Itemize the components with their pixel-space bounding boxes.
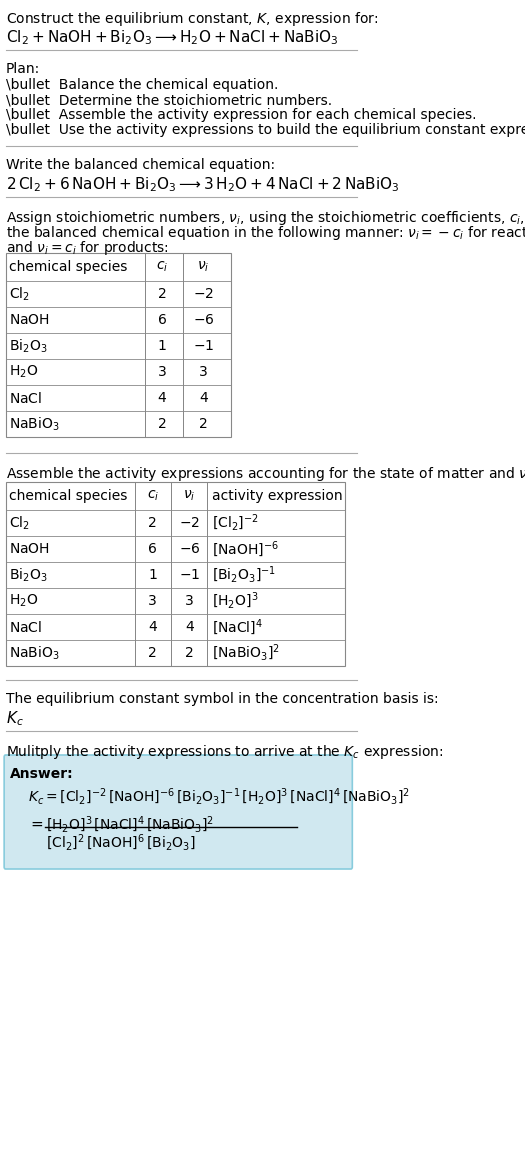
Text: 6: 6 (158, 313, 166, 327)
Text: $-1$: $-1$ (178, 568, 200, 582)
Text: $[\mathrm{H_2O}]^3$: $[\mathrm{H_2O}]^3$ (212, 590, 258, 611)
Text: Assemble the activity expressions accounting for the state of matter and $\nu_i$: Assemble the activity expressions accoun… (6, 465, 525, 483)
Text: activity expression: activity expression (212, 489, 343, 503)
Text: $K_c = [\mathrm{Cl_2}]^{-2}\,[\mathrm{NaOH}]^{-6}\,[\mathrm{Bi_2O_3}]^{-1}\,[\ma: $K_c = [\mathrm{Cl_2}]^{-2}\,[\mathrm{Na… (28, 787, 410, 808)
Text: $\mathrm{Cl_2 + NaOH + Bi_2O_3 \longrightarrow H_2O + NaCl + NaBiO_3}$: $\mathrm{Cl_2 + NaOH + Bi_2O_3 \longrigh… (6, 28, 338, 46)
Text: $c_i$: $c_i$ (156, 260, 168, 274)
Text: 3: 3 (199, 365, 208, 379)
Text: $K_c$: $K_c$ (6, 709, 23, 727)
Bar (6, 482, 345, 666)
Text: $[\mathrm{NaCl}]^4$: $[\mathrm{NaCl}]^4$ (212, 617, 263, 637)
Text: $=$: $=$ (28, 816, 44, 831)
Text: the balanced chemical equation in the following manner: $\nu_i = -c_i$ for react: the balanced chemical equation in the fo… (6, 224, 525, 242)
Text: Write the balanced chemical equation:: Write the balanced chemical equation: (6, 158, 275, 172)
Text: $\nu_i$: $\nu_i$ (183, 489, 195, 503)
Text: $\mathrm{NaCl}$: $\mathrm{NaCl}$ (9, 390, 42, 406)
Bar (6, 253, 232, 437)
Text: 2: 2 (148, 646, 157, 660)
Text: $\mathrm{Cl_2}$: $\mathrm{Cl_2}$ (9, 515, 30, 532)
Text: $2\,\mathrm{Cl_2 + 6\,NaOH + Bi_2O_3 \longrightarrow 3\,H_2O + 4\,NaCl + 2\,NaBi: $2\,\mathrm{Cl_2 + 6\,NaOH + Bi_2O_3 \lo… (6, 175, 399, 194)
Text: Answer:: Answer: (9, 767, 74, 781)
Text: 3: 3 (148, 594, 157, 608)
Text: $\mathrm{Bi_2O_3}$: $\mathrm{Bi_2O_3}$ (9, 566, 47, 583)
Text: $-2$: $-2$ (179, 516, 200, 530)
Text: \bullet  Determine the stoichiometric numbers.: \bullet Determine the stoichiometric num… (6, 93, 332, 107)
Text: 4: 4 (185, 621, 194, 634)
Text: chemical species: chemical species (9, 489, 128, 503)
Text: 4: 4 (148, 621, 157, 634)
Text: $[\mathrm{Cl_2}]^2\,[\mathrm{NaOH}]^6\,[\mathrm{Bi_2O_3}]$: $[\mathrm{Cl_2}]^2\,[\mathrm{NaOH}]^6\,[… (46, 833, 196, 853)
Text: 1: 1 (158, 339, 166, 353)
Text: and $\nu_i = c_i$ for products:: and $\nu_i = c_i$ for products: (6, 239, 169, 257)
Text: $\mathrm{H_2O}$: $\mathrm{H_2O}$ (9, 364, 38, 380)
Text: 2: 2 (199, 417, 208, 431)
Text: Plan:: Plan: (6, 62, 40, 76)
Text: $\mathrm{H_2O}$: $\mathrm{H_2O}$ (9, 593, 38, 609)
Text: $\mathrm{NaCl}$: $\mathrm{NaCl}$ (9, 619, 42, 634)
Text: $[\mathrm{NaOH}]^{-6}$: $[\mathrm{NaOH}]^{-6}$ (212, 539, 279, 559)
Text: $\nu_i$: $\nu_i$ (197, 260, 209, 274)
Text: $\mathrm{NaOH}$: $\mathrm{NaOH}$ (9, 541, 50, 555)
Text: Mulitply the activity expressions to arrive at the $K_c$ expression:: Mulitply the activity expressions to arr… (6, 743, 443, 761)
Text: The equilibrium constant symbol in the concentration basis is:: The equilibrium constant symbol in the c… (6, 693, 438, 706)
Text: \bullet  Use the activity expressions to build the equilibrium constant expressi: \bullet Use the activity expressions to … (6, 123, 525, 137)
Text: $\mathrm{Bi_2O_3}$: $\mathrm{Bi_2O_3}$ (9, 337, 47, 354)
Text: Assign stoichiometric numbers, $\nu_i$, using the stoichiometric coefficients, $: Assign stoichiometric numbers, $\nu_i$, … (6, 209, 525, 227)
Text: \bullet  Balance the chemical equation.: \bullet Balance the chemical equation. (6, 78, 278, 92)
Text: $[\mathrm{H_2O}]^3\,[\mathrm{NaCl}]^4\,[\mathrm{NaBiO_3}]^2$: $[\mathrm{H_2O}]^3\,[\mathrm{NaCl}]^4\,[… (46, 815, 214, 835)
Text: 3: 3 (185, 594, 194, 608)
Text: $\mathrm{NaOH}$: $\mathrm{NaOH}$ (9, 313, 50, 327)
Text: 2: 2 (148, 516, 157, 530)
Text: $\mathrm{Cl_2}$: $\mathrm{Cl_2}$ (9, 286, 30, 302)
Text: 3: 3 (158, 365, 166, 379)
Text: 2: 2 (158, 287, 166, 301)
Text: $-6$: $-6$ (178, 541, 200, 555)
Text: Construct the equilibrium constant, $K$, expression for:: Construct the equilibrium constant, $K$,… (6, 10, 378, 28)
Text: 4: 4 (158, 390, 166, 406)
Text: $c_i$: $c_i$ (146, 489, 159, 503)
Text: 4: 4 (199, 390, 208, 406)
Text: 1: 1 (148, 568, 157, 582)
Text: $[\mathrm{NaBiO_3}]^2$: $[\mathrm{NaBiO_3}]^2$ (212, 643, 280, 664)
Text: 2: 2 (158, 417, 166, 431)
Text: $\mathrm{NaBiO_3}$: $\mathrm{NaBiO_3}$ (9, 644, 60, 661)
FancyBboxPatch shape (4, 755, 352, 869)
Text: $-1$: $-1$ (193, 339, 214, 353)
Text: 2: 2 (185, 646, 194, 660)
Text: $[\mathrm{Cl_2}]^{-2}$: $[\mathrm{Cl_2}]^{-2}$ (212, 512, 259, 533)
Text: $\mathrm{NaBiO_3}$: $\mathrm{NaBiO_3}$ (9, 415, 60, 432)
Text: $-2$: $-2$ (193, 287, 214, 301)
Text: \bullet  Assemble the activity expression for each chemical species.: \bullet Assemble the activity expression… (6, 108, 476, 122)
Text: $[\mathrm{Bi_2O_3}]^{-1}$: $[\mathrm{Bi_2O_3}]^{-1}$ (212, 565, 276, 586)
Text: $-6$: $-6$ (193, 313, 214, 327)
Text: 6: 6 (148, 541, 157, 555)
Text: chemical species: chemical species (9, 260, 128, 274)
